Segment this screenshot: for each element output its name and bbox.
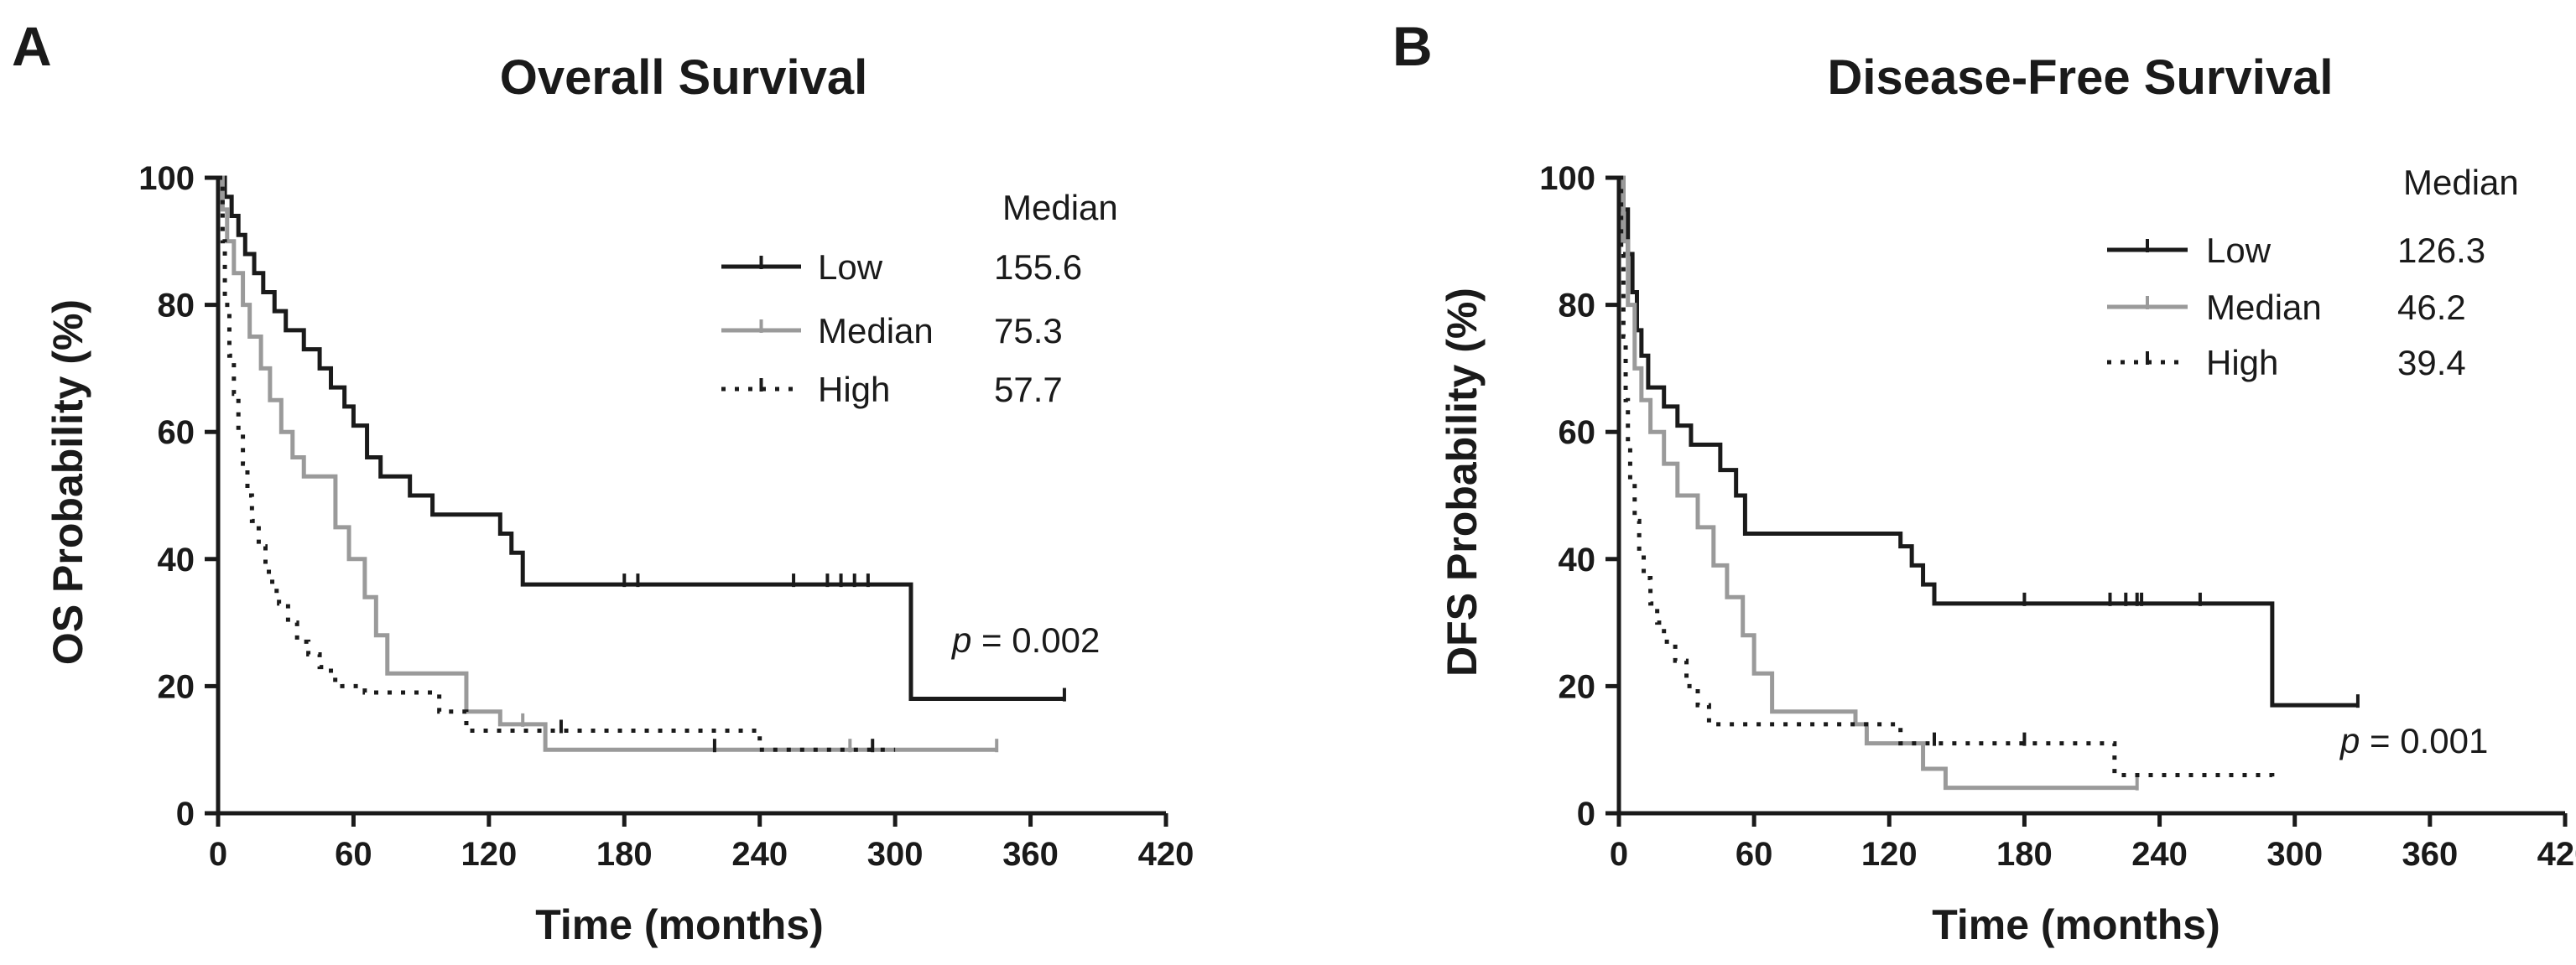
panel-b-p-value: p = 0.001 (2339, 721, 2488, 760)
panel-a-x-tick-label: 120 (461, 836, 517, 873)
panel-a-y-tick-label: 60 (158, 414, 195, 451)
panel-b: B Disease-Free Survival DFS Probability … (1392, 15, 2576, 948)
panel-b-legend-label-median: Median (2206, 288, 2322, 327)
panel-b-curve-high (1619, 175, 2275, 782)
panel-a-curve-low (218, 175, 1064, 702)
panel-a-ylabel: OS Probability (%) (44, 299, 91, 665)
panel-b-y-tick-label: 80 (1559, 288, 1596, 324)
panel-a-curve-median (218, 175, 997, 752)
panel-a-x-tick-label: 60 (335, 836, 372, 873)
panel-b-curve-low (1619, 175, 2358, 708)
panel-b-title: Disease-Free Survival (1828, 50, 2334, 105)
panel-a-legend-label-low: Low (818, 247, 883, 287)
panel-b-letter: B (1392, 15, 1433, 77)
panel-b-y-tick-label: 100 (1539, 160, 1595, 197)
panel-b-legend-median-high: 39.4 (2397, 343, 2466, 382)
panel-a-curve-high (218, 175, 896, 752)
panel-a-x-tick-label: 0 (209, 836, 227, 873)
panel-a-y-tick-label: 0 (176, 796, 195, 833)
panel-a-y-tick-label: 40 (158, 542, 195, 578)
panel-a-y-tick-label: 100 (138, 160, 195, 197)
panel-b-y-tick-label: 20 (1559, 668, 1596, 705)
panel-b-legend-label-high: High (2206, 343, 2278, 382)
panel-a-legend-header: Median (1002, 188, 1118, 227)
panel-b-x-tick-label: 240 (2131, 836, 2188, 873)
panel-a-xlabel: Time (months) (535, 901, 824, 948)
panel-a-legend-median-median: 75.3 (994, 311, 1063, 350)
panel-b-x-tick-label: 0 (1610, 836, 1628, 873)
panel-b-x-tick-label: 60 (1736, 836, 1773, 873)
panel-a-legend-median-high: 57.7 (994, 370, 1063, 409)
panel-a-x-tick-label: 360 (1002, 836, 1059, 873)
panel-b-curve-median (1619, 175, 2137, 791)
panel-b-y-tick-label: 40 (1559, 542, 1596, 578)
panel-a: A Overall Survival OS Probability (%) Ti… (12, 15, 1194, 948)
panel-a-x-tick-label: 420 (1138, 836, 1194, 873)
panel-b-x-tick-label: 360 (2402, 836, 2458, 873)
panel-b-x-tick-label: 180 (1996, 836, 2053, 873)
panel-a-y-tick-label: 20 (158, 668, 195, 705)
panel-b-legend-header: Median (2403, 163, 2519, 202)
panel-b-legend-median-low: 126.3 (2397, 231, 2485, 270)
panel-a-legend-median-low: 155.6 (994, 247, 1082, 287)
panel-a-legend-label-high: High (818, 370, 890, 409)
panel-a-title: Overall Survival (500, 50, 867, 105)
panel-a-letter: A (12, 15, 52, 77)
panel-b-x-tick-label: 420 (2537, 836, 2576, 873)
panel-b-legend-label-low: Low (2206, 231, 2272, 270)
panel-a-x-tick-label: 180 (596, 836, 653, 873)
panel-a-p-value: p = 0.002 (950, 620, 1100, 660)
panel-a-x-tick-label: 240 (731, 836, 788, 873)
panel-b-y-tick-label: 60 (1559, 414, 1596, 451)
panel-a-y-tick-label: 80 (158, 288, 195, 324)
panel-b-y-tick-label: 0 (1577, 796, 1595, 833)
panel-b-ylabel: DFS Probability (%) (1439, 288, 1486, 677)
panel-b-legend-median-median: 46.2 (2397, 288, 2466, 327)
panel-a-legend-label-median: Median (818, 311, 934, 350)
panel-b-xlabel: Time (months) (1932, 901, 2220, 948)
panel-b-x-tick-label: 300 (2266, 836, 2323, 873)
panel-b-x-tick-label: 120 (1861, 836, 1918, 873)
panel-a-x-tick-label: 300 (867, 836, 924, 873)
